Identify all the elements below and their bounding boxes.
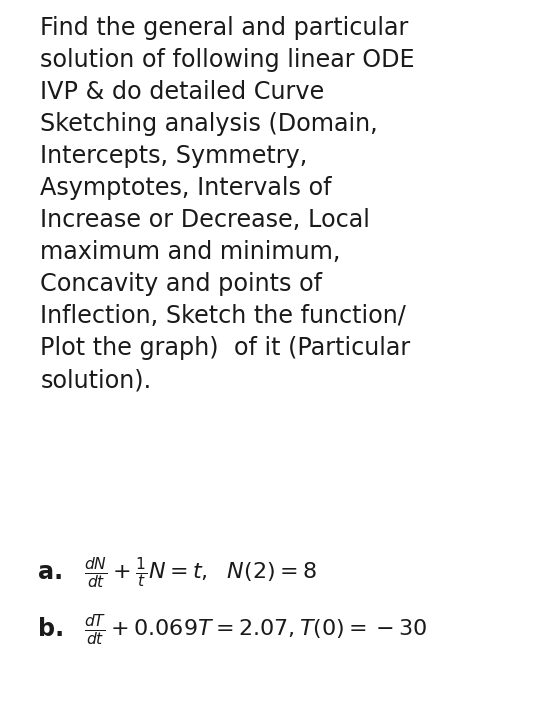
Text: Find the general and particular
solution of following linear ODE
IVP & do detail: Find the general and particular solution… [40,16,415,392]
Text: $\frac{dT}{dt} + 0.069T = 2.07, T(0) = -30$: $\frac{dT}{dt} + 0.069T = 2.07, T(0) = -… [84,611,427,647]
Text: a.: a. [38,560,63,584]
Text: b.: b. [38,617,64,641]
Text: $\frac{dN}{dt} + \frac{1}{t}N = t,\ \ N(2) = 8$: $\frac{dN}{dt} + \frac{1}{t}N = t,\ \ N(… [84,555,316,590]
